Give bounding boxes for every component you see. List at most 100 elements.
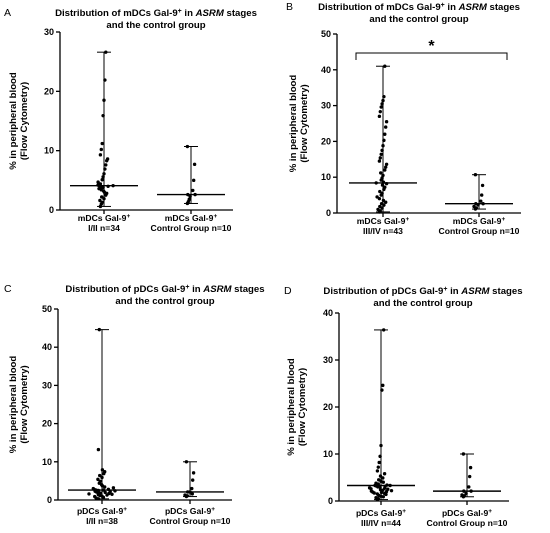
y-axis-label-line2: (Flow Cytometry)	[19, 365, 30, 443]
data-point	[382, 138, 386, 143]
data-point	[381, 173, 385, 178]
panel-title-line2: and the control group	[369, 14, 468, 25]
panel-title: Distribution of mDCs Gal-9+ in ASRM stag…	[55, 8, 257, 20]
category-label-line1: pDCs Gal-9+	[442, 508, 492, 519]
data-point	[374, 481, 378, 485]
data-point	[100, 141, 104, 146]
y-tick-label: 20	[323, 402, 333, 412]
data-point	[382, 472, 387, 476]
data-point	[473, 172, 478, 177]
y-axis-label-line2: (Flow Cytometry)	[19, 82, 30, 160]
data-point	[100, 468, 105, 472]
data-point	[188, 194, 192, 199]
data-point	[381, 98, 385, 103]
group-2: mDCs Gal-9+Control Group n=10	[151, 144, 232, 233]
data-point	[472, 204, 476, 209]
data-point	[110, 492, 114, 496]
category-label-line1: mDCs Gal-9+	[78, 213, 131, 224]
data-point	[377, 159, 382, 163]
category-label-line2: I/II n=34	[88, 223, 120, 233]
data-point	[378, 109, 382, 114]
data-point	[384, 165, 388, 169]
data-point	[376, 207, 380, 212]
data-point	[383, 185, 387, 189]
group-1: pDCs Gal-9+I/II n=38	[68, 327, 136, 526]
y-tick-label: 30	[44, 27, 54, 37]
data-point	[192, 178, 196, 183]
data-point	[378, 189, 382, 194]
data-point	[379, 105, 383, 109]
significance-bracket	[355, 52, 508, 60]
data-point	[381, 476, 385, 480]
data-point	[374, 496, 378, 500]
data-point	[389, 488, 394, 493]
y-tick-label: 10	[42, 457, 52, 467]
data-point	[102, 172, 106, 176]
data-point	[101, 175, 105, 179]
panel-title-line2: and the control group	[106, 20, 205, 31]
data-point	[383, 132, 387, 136]
data-point	[386, 487, 390, 491]
data-point	[379, 152, 383, 156]
data-point	[468, 474, 472, 479]
data-point	[378, 204, 382, 209]
data-point	[103, 470, 107, 474]
data-point	[99, 147, 104, 152]
data-point	[96, 447, 101, 452]
data-point	[98, 182, 103, 186]
data-point	[379, 443, 383, 448]
group-2: mDCs Gal-9+Control Group n=10	[439, 172, 520, 236]
data-point	[100, 195, 104, 199]
category-label-line2: Control Group n=10	[427, 518, 508, 528]
data-point	[384, 120, 389, 124]
group-1: mDCs Gal-9+III/IV n=43	[349, 64, 417, 236]
data-point	[468, 465, 473, 470]
data-point	[104, 50, 108, 54]
y-tick-label: 10	[44, 146, 54, 156]
data-point	[184, 460, 189, 464]
panel-c: C Distribution of pDCs Gal-9+ in ASRM sta…	[4, 283, 265, 526]
y-tick-label: 50	[321, 29, 331, 39]
y-tick-label: 40	[323, 308, 333, 318]
data-point	[98, 473, 102, 478]
data-point	[460, 493, 464, 497]
y-axis-label-line1: % in peripheral blood	[288, 75, 299, 173]
y-tick-label: 40	[321, 65, 331, 75]
category-label-line2: I/II n=38	[86, 516, 118, 526]
panel-title-line2: and the control group	[373, 298, 472, 309]
y-tick-label: 30	[42, 380, 52, 390]
data-point	[377, 478, 381, 482]
data-point	[93, 494, 97, 499]
data-point	[479, 199, 483, 203]
data-point	[111, 486, 116, 490]
data-point	[97, 327, 102, 332]
data-point	[367, 486, 372, 490]
panel-b: B Distribution of mDCs Gal-9+ in ASRM sta…	[286, 1, 521, 236]
y-tick-label: 50	[42, 304, 52, 314]
data-point	[375, 492, 379, 496]
data-point	[378, 474, 383, 478]
panel-label: C	[4, 283, 12, 295]
data-point	[190, 492, 194, 496]
data-point	[104, 163, 108, 167]
data-point	[192, 162, 197, 167]
data-point	[191, 478, 195, 482]
data-point	[379, 171, 383, 175]
data-point	[380, 102, 384, 106]
data-point	[382, 328, 386, 332]
group-1: mDCs Gal-9+I/II n=34	[70, 50, 138, 233]
data-point	[101, 113, 105, 118]
y-tick-label: 20	[44, 86, 54, 96]
y-tick-label: 30	[321, 101, 331, 111]
data-point	[187, 197, 191, 202]
panel-label: A	[4, 7, 11, 19]
significance-star: *	[428, 38, 435, 55]
data-point	[103, 78, 107, 82]
data-point	[383, 168, 387, 172]
category-label-line2: III/IV n=44	[361, 518, 401, 528]
category-label-line1: pDCs Gal-9+	[77, 506, 127, 517]
panel-label: D	[284, 285, 292, 297]
data-point	[191, 471, 196, 475]
data-point	[100, 200, 104, 204]
data-point	[190, 486, 194, 491]
